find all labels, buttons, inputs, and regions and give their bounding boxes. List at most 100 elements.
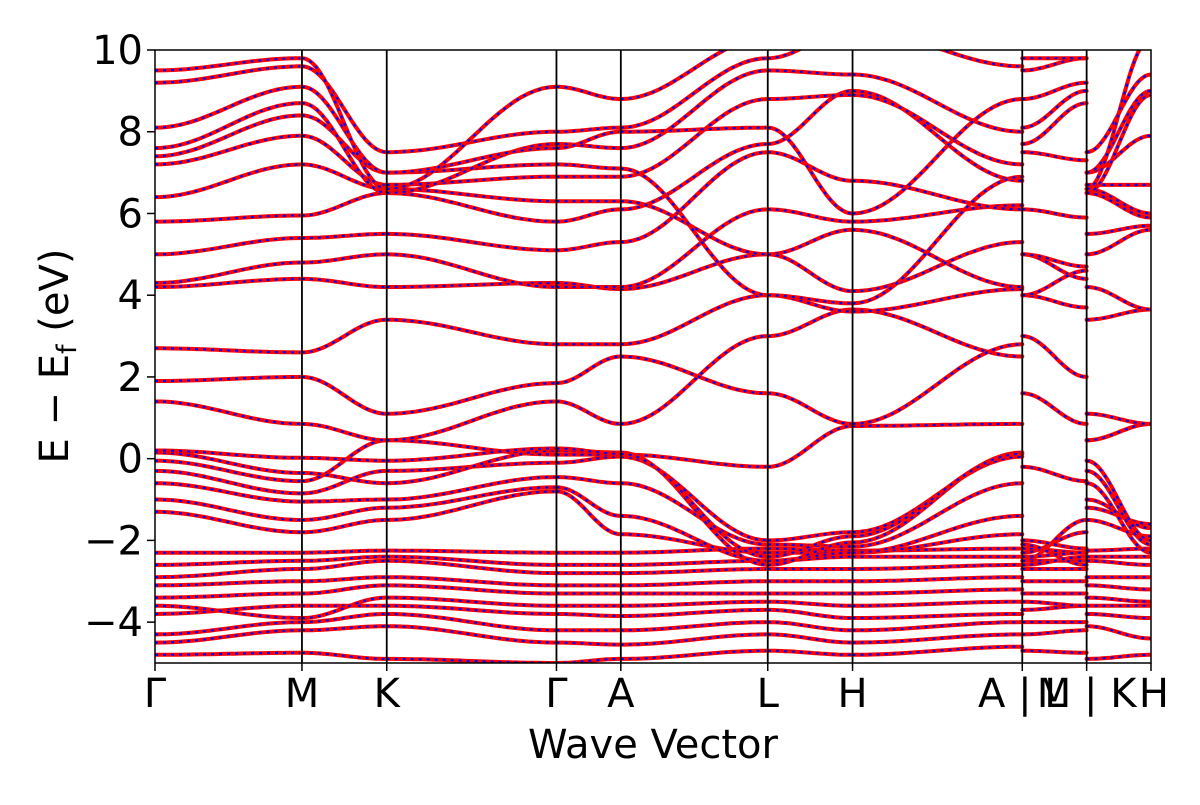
band-line-overlay-s0-b13: [155, 469, 302, 495]
band-line-s5-b22: [765, 150, 855, 183]
band-line-overlay-s6-b28: [852, 97, 1023, 215]
band-line-overlay-s7-b16: [1022, 551, 1087, 558]
band-line-s2-b8: [384, 554, 559, 567]
band-line-overlay-s8-b24: [1086, 187, 1151, 215]
band-line-overlay-s7-b24: [1022, 253, 1087, 268]
x-tick-label-5: L: [757, 671, 780, 717]
band-line-overlay-s1-b16: [301, 456, 387, 462]
band-line-overlay-s7-b23: [1022, 102, 1087, 146]
band-line-overlay-s6-b30: [853, 30, 1023, 42]
band-line-overlay-s2-b23: [386, 191, 557, 223]
band-line-overlay-s2-b10: [386, 490, 557, 522]
band-line-overlay-s0-b11: [155, 498, 302, 522]
band-line-overlay-s4-b1: [620, 633, 768, 646]
y-tick-label-6: 8: [118, 110, 143, 156]
band-line-overlay-s5-b14: [767, 424, 853, 468]
band-line-s6-b14: [850, 421, 1025, 428]
band-line-s2-b16: [384, 446, 559, 463]
band-line-s6-b25: [850, 93, 1025, 167]
band-line-s2-b17: [384, 399, 559, 443]
band-line-overlay-s5-b2: [767, 621, 853, 632]
band-line-overlay-s0-b26: [155, 114, 302, 158]
band-line-overlay-s1-b30: [301, 57, 387, 190]
band-lines: [155, 30, 1151, 663]
band-line-overlay-s3-b1: [556, 641, 621, 646]
band-line-overlay-s7-b30: [1022, 38, 1086, 42]
band-line-overlay-s4-b22: [620, 151, 768, 244]
band-line-overlay-s3-b22: [556, 241, 621, 252]
band-line-s2-b22: [384, 231, 559, 253]
band-line-overlay-s0-b19: [155, 347, 302, 354]
band-line-s4-b17: [618, 334, 770, 426]
band-line-overlay-s4-b7: [620, 567, 768, 575]
band-line-s5-b28: [765, 125, 855, 216]
band-line-overlay-s0-b18: [155, 375, 302, 383]
band-line-overlay-s0-b23: [155, 214, 302, 223]
band-line-overlay-s1-b11: [301, 506, 387, 522]
band-line-overlay-s0-b8: [155, 559, 302, 566]
band-line-overlay-s4-b14: [620, 453, 768, 468]
y-axis-ticks: −4 −2 0 2 4 6 8 10: [84, 28, 155, 646]
band-line-s0-b24: [155, 162, 304, 200]
band-line-overlay-s8-b13: [1086, 469, 1151, 546]
band-line-overlay-s8-b1: [1086, 625, 1151, 640]
band-line-overlay-s5-b1: [767, 633, 853, 644]
band-line-overlay-s4-b27: [620, 69, 768, 150]
band-line-overlay-s1-b13: [301, 469, 387, 495]
band-line-overlay-s3-b29: [556, 126, 621, 133]
band-line-overlay-s1-b7: [301, 559, 387, 571]
band-line-overlay-s3-b27: [556, 142, 621, 150]
band-line-s6-b7: [850, 562, 1025, 571]
band-line-s6-b5: [850, 587, 1025, 596]
band-line-overlay-s2-b17: [386, 400, 557, 442]
band-line-overlay-s4-b12: [620, 482, 768, 546]
band-line-overlay-s1-b20: [301, 277, 387, 289]
x-tick-label-9: H: [1139, 671, 1169, 717]
band-line-overlay-s6-b12: [852, 482, 1023, 548]
band-line-overlay-s2-b18: [386, 382, 557, 415]
band-line-overlay-s5-b29: [767, 50, 801, 60]
band-line-overlay-s8-b5: [1086, 584, 1151, 591]
band-line-overlay-s0-b7: [155, 567, 302, 579]
band-line-overlay-s0-b4: [155, 604, 302, 620]
band-line-s1-b19: [299, 317, 389, 355]
band-line-overlay-s7-b14: [1022, 465, 1087, 483]
band-line-overlay-s0-b16: [155, 449, 302, 459]
band-line-overlay-s0-b27: [155, 102, 302, 150]
band-line-overlay-s8-b26: [1086, 134, 1151, 174]
band-line-overlay-s7-b27: [1022, 57, 1087, 72]
x-axis-label: Wave Vector: [528, 722, 779, 768]
band-line-s8-b16: [1084, 458, 1151, 543]
band-line-s2-b30: [384, 84, 559, 191]
band-line-overlay-s4-b24: [620, 200, 768, 256]
band-line-s4-b21: [618, 207, 770, 289]
band-line-s6-b19: [850, 287, 1025, 314]
band-line-overlay-s6-b27: [852, 73, 1023, 133]
band-line-s1-b17: [299, 421, 389, 443]
band-line-s8-b28: [1084, 88, 1151, 175]
y-axis-label-unit: (eV): [32, 249, 78, 345]
band-line-s2-b1: [384, 624, 559, 645]
y-axis-label: E − Ef (eV): [32, 249, 83, 464]
band-line-overlay-s4-b18: [620, 355, 768, 395]
band-line-s4-b26: [618, 166, 770, 298]
band-line-overlay-s7-b9: [1022, 547, 1087, 554]
band-line-overlay-s6-b16: [852, 452, 1023, 538]
band-line-overlay-s8-b15: [1086, 482, 1151, 554]
band-line-overlay-s0-b2: [155, 621, 302, 636]
x-tick-label-6: H: [838, 671, 868, 717]
band-line-overlay-s0-b14: [155, 459, 302, 483]
band-line-overlay-s5-b4: [767, 600, 853, 607]
band-line-s1-b18: [299, 374, 389, 416]
band-line-s4-b19: [618, 293, 770, 347]
band-line-overlay-s7-b21: [1022, 208, 1087, 219]
band-line-overlay-s6-b29: [939, 50, 1023, 68]
band-line-overlay-s0-b6: [155, 580, 302, 587]
band-line-overlay-s3-b16: [556, 447, 621, 455]
band-line-s2-b6: [384, 575, 559, 588]
band-line-overlay-s3-b12: [556, 476, 621, 485]
band-line-overlay-s4-b29: [620, 57, 768, 129]
band-line-overlay-s5-b3: [767, 608, 853, 620]
band-line-overlay-s4-b3: [620, 608, 768, 618]
